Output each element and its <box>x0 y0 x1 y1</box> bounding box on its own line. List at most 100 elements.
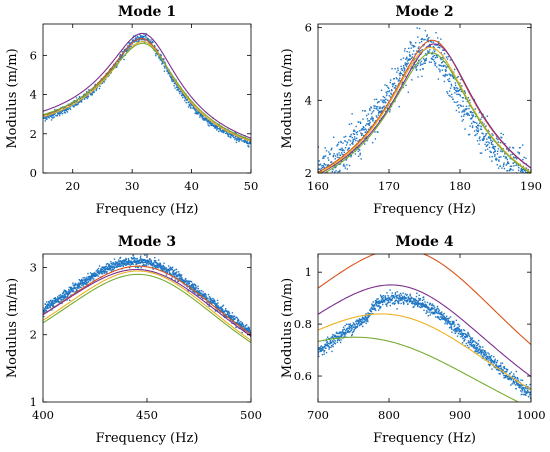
measured-point <box>364 318 366 321</box>
measured-point <box>460 336 462 338</box>
measured-point <box>179 92 181 95</box>
measured-point <box>154 265 156 267</box>
measured-point <box>351 151 354 154</box>
measured-point <box>332 154 335 157</box>
measured-point <box>402 295 404 298</box>
measured-point <box>396 71 398 73</box>
measured-point <box>432 45 435 48</box>
measured-point <box>353 136 356 138</box>
measured-point <box>399 77 401 79</box>
measured-point <box>369 108 371 110</box>
measured-point <box>489 137 491 140</box>
measured-point <box>498 156 501 158</box>
measured-point <box>340 160 343 162</box>
measured-point <box>231 133 234 136</box>
measured-point <box>340 152 343 154</box>
measured-point <box>208 120 210 123</box>
measured-point <box>387 86 389 89</box>
measured-point <box>328 151 330 153</box>
measured-point <box>153 44 156 47</box>
measured-point <box>464 108 467 110</box>
measured-point <box>470 344 472 346</box>
measured-point <box>214 126 217 128</box>
measured-point <box>438 310 440 313</box>
measured-point <box>491 146 494 149</box>
measured-point <box>245 141 247 143</box>
measured-point <box>479 350 481 352</box>
measured-point <box>163 262 165 264</box>
measured-point <box>214 310 217 312</box>
measured-point <box>327 345 330 347</box>
measured-point <box>494 145 497 148</box>
measured-point <box>77 103 79 105</box>
measured-point <box>177 280 180 282</box>
measured-point <box>224 313 227 315</box>
measured-point <box>325 347 327 349</box>
measured-point <box>458 107 460 109</box>
measured-point <box>221 305 224 308</box>
measured-point <box>377 300 380 303</box>
measured-point <box>69 291 72 293</box>
measured-point <box>449 87 452 89</box>
measured-point <box>394 292 397 294</box>
measured-point <box>487 355 489 358</box>
y-tick-label: 6 <box>30 48 37 62</box>
measured-point <box>151 266 154 269</box>
measured-point <box>428 303 431 306</box>
measured-point <box>237 322 239 324</box>
measured-point <box>85 277 87 280</box>
measured-point <box>363 127 365 129</box>
measured-point <box>58 301 61 304</box>
measured-point <box>430 309 433 311</box>
measured-point <box>332 155 335 158</box>
measured-point <box>376 106 379 108</box>
measured-point <box>178 278 181 280</box>
measured-point <box>343 335 345 338</box>
measured-point <box>187 281 189 283</box>
measured-point <box>326 342 328 344</box>
measured-point <box>436 305 439 308</box>
measured-point <box>340 336 343 338</box>
measured-point <box>183 94 185 97</box>
measured-point <box>207 124 209 126</box>
measured-point <box>223 131 225 133</box>
measured-point <box>217 130 220 133</box>
measured-point <box>447 79 449 81</box>
measured-point <box>377 302 379 304</box>
measured-point <box>178 277 181 279</box>
measured-point <box>454 87 456 89</box>
y-axis-label: Modulus (m/m) <box>5 278 20 378</box>
measured-point <box>176 86 178 89</box>
measured-point <box>414 64 416 66</box>
measured-point <box>374 138 377 140</box>
measured-point <box>402 65 405 67</box>
measured-point <box>248 326 250 329</box>
measured-point <box>66 109 68 111</box>
measured-point <box>490 355 493 357</box>
measured-point <box>192 105 195 108</box>
measured-point <box>393 87 396 89</box>
measured-point <box>496 163 498 166</box>
measured-point <box>440 314 442 316</box>
measured-point <box>140 38 143 41</box>
measured-point <box>84 280 87 283</box>
measured-point <box>492 146 495 148</box>
measured-point <box>471 337 474 339</box>
measured-point <box>342 326 345 329</box>
measured-point <box>426 301 429 304</box>
measured-point <box>461 97 464 99</box>
x-tick-label: 800 <box>378 408 400 422</box>
measured-point <box>193 286 195 289</box>
measured-point <box>471 126 474 129</box>
measured-point <box>95 275 97 278</box>
measured-point <box>175 268 178 271</box>
measured-point <box>409 55 412 57</box>
measured-point <box>415 302 417 304</box>
measured-point <box>354 324 356 326</box>
measured-point <box>84 283 87 285</box>
x-tick-label: 450 <box>136 408 158 422</box>
measured-point <box>482 139 485 141</box>
measured-point <box>194 292 196 294</box>
measured-point <box>134 38 137 40</box>
measured-point <box>408 297 410 299</box>
